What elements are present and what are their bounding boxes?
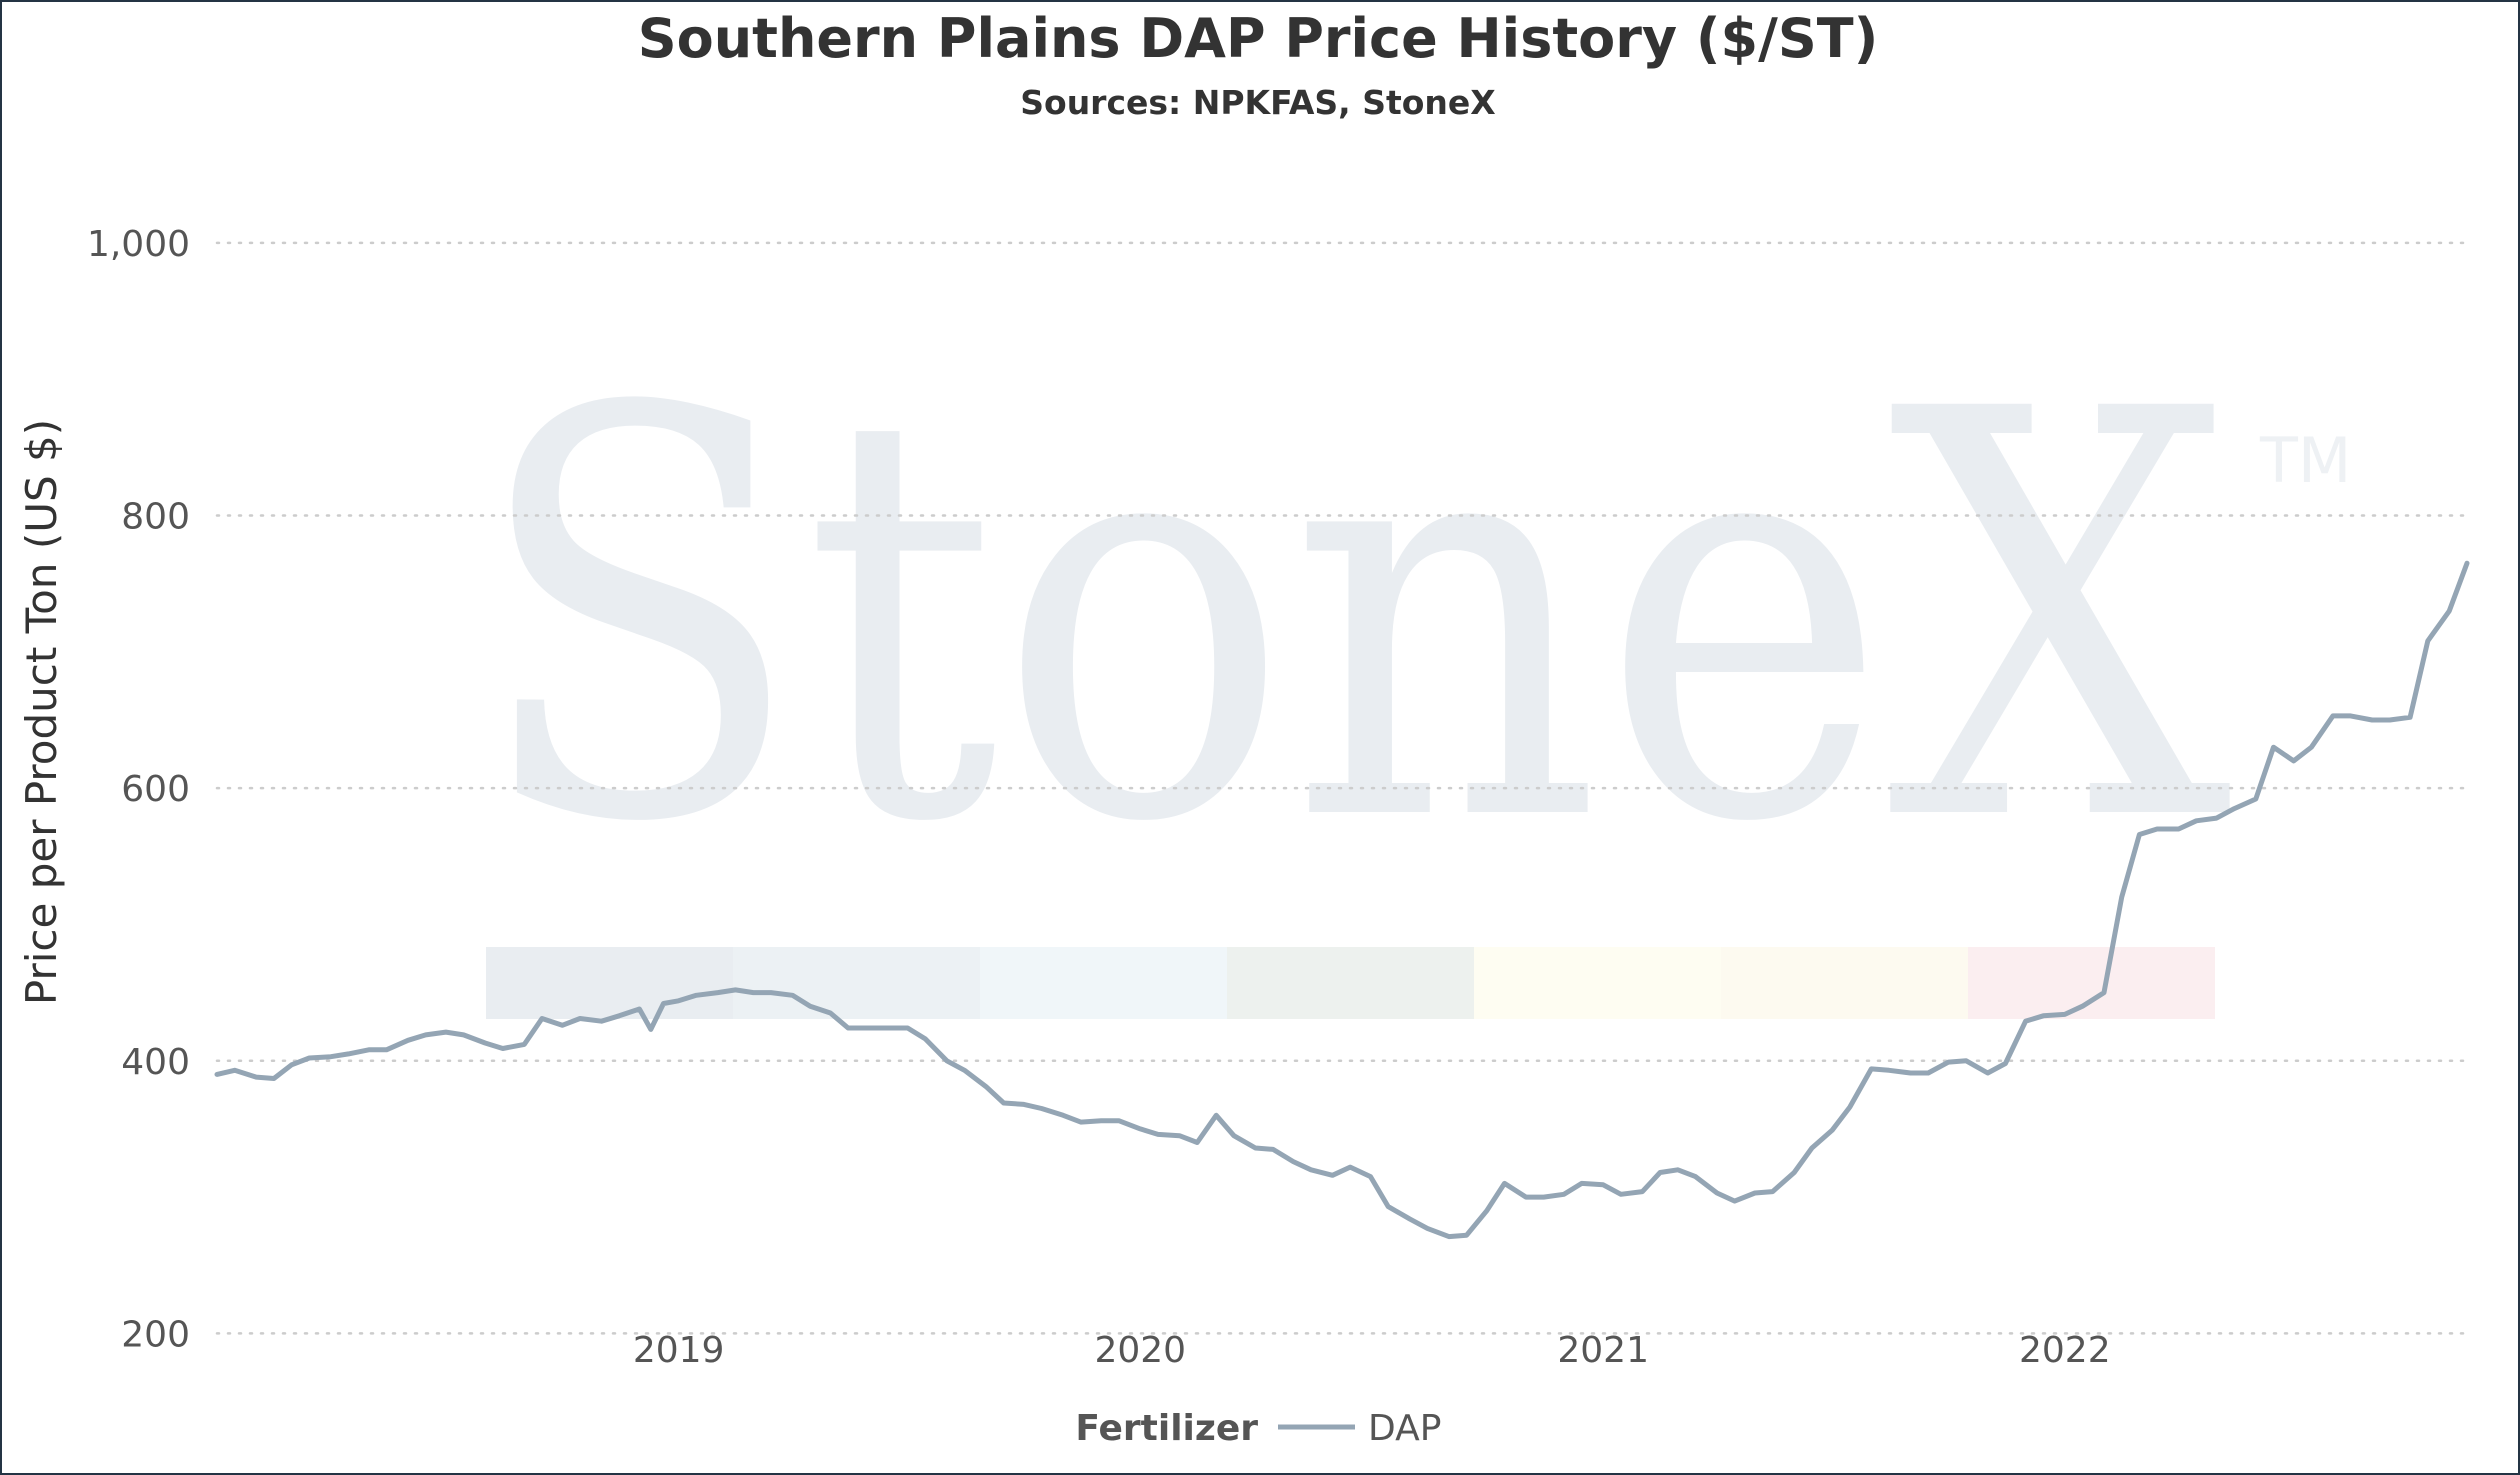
color-band-2 xyxy=(733,947,980,1019)
color-band-strip xyxy=(486,947,2215,1019)
color-band-6 xyxy=(1721,947,1968,1019)
x-tick-label: 2022 xyxy=(2019,1330,2111,1371)
color-band-7 xyxy=(1968,947,2215,1019)
y-axis-label: Price per Product Ton (US $) xyxy=(17,419,66,1005)
y-tick-label: 600 xyxy=(121,769,190,810)
y-axis-ticks: 200 400 600 800 1,000 xyxy=(87,224,190,1355)
color-band-1 xyxy=(486,947,733,1019)
watermark: StoneX TM xyxy=(472,293,2351,945)
x-tick-label: 2020 xyxy=(1094,1330,1186,1371)
y-tick-label: 1,000 xyxy=(87,224,190,265)
series-layer xyxy=(214,560,2470,1240)
color-band-4 xyxy=(1227,947,1474,1019)
y-tick-label: 800 xyxy=(121,497,190,538)
watermark-tm: TM xyxy=(2259,424,2351,497)
chart-title: Southern Plains DAP Price History ($/ST) xyxy=(638,7,1879,70)
x-tick-label: 2021 xyxy=(1557,1330,1649,1371)
color-band-3 xyxy=(980,947,1227,1019)
series-line-dap[interactable] xyxy=(214,560,2470,1240)
y-tick-label: 200 xyxy=(121,1314,190,1355)
y-tick-label: 400 xyxy=(121,1042,190,1083)
watermark-text: StoneX xyxy=(472,293,2235,945)
gridlines xyxy=(215,241,2469,1335)
legend: Fertilizer DAP xyxy=(1075,1408,1441,1449)
color-band-5 xyxy=(1474,947,1721,1019)
x-tick-label: 2019 xyxy=(633,1330,725,1371)
legend-title: Fertilizer xyxy=(1075,1408,1258,1449)
x-axis-ticks: 2019 2020 2021 2022 xyxy=(633,1330,2111,1371)
chart-subtitle: Sources: NPKFAS, StoneX xyxy=(1020,83,1495,122)
legend-label-dap[interactable]: DAP xyxy=(1368,1408,1441,1449)
